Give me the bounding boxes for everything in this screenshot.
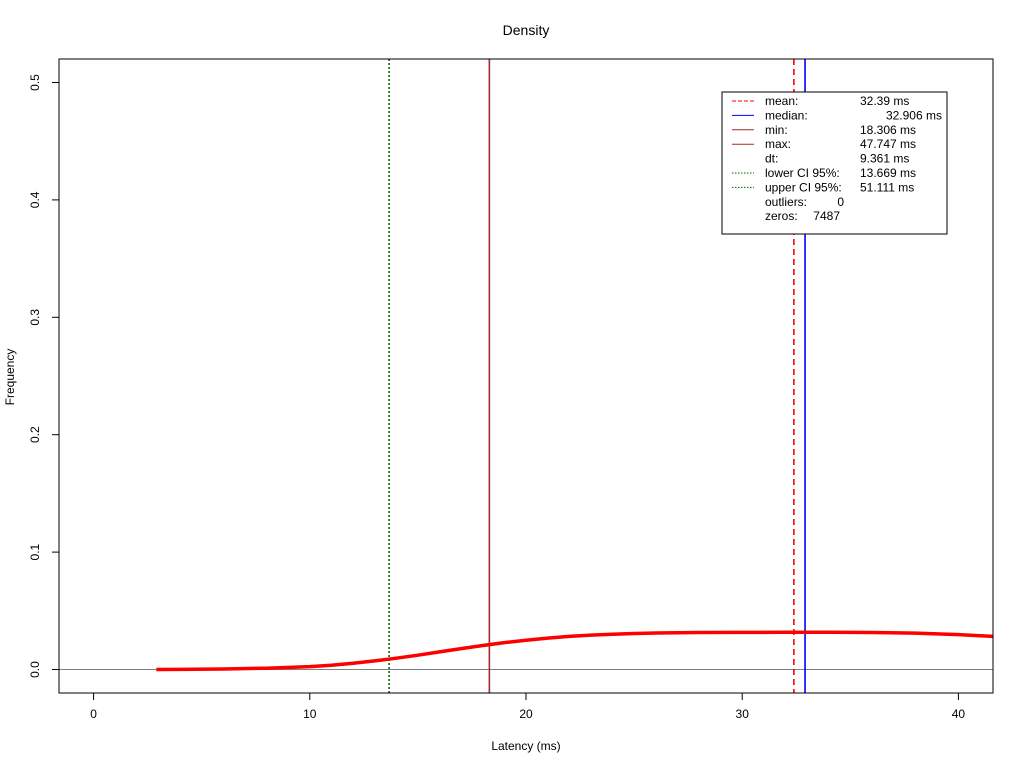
y-tick-label: 0.0: [28, 661, 42, 678]
density-curve: [156, 630, 994, 672]
legend-key: zeros:: [765, 209, 798, 223]
x-tick-label: 20: [519, 707, 533, 721]
y-tick-label: 0.2: [28, 426, 42, 443]
legend-key: upper CI 95%:: [765, 180, 842, 194]
legend-value: 32.906 ms: [886, 108, 942, 122]
legend-value: 51.111 ms: [860, 180, 914, 194]
legend-key: dt:: [765, 152, 778, 166]
chart-title: Density: [503, 22, 550, 38]
y-axis-label: Frequency: [3, 349, 17, 406]
y-tick-label: 0.1: [28, 543, 42, 560]
legend-key: lower CI 95%:: [765, 166, 840, 180]
y-tick-label: 0.5: [28, 74, 42, 91]
legend-value: 9.361 ms: [860, 152, 909, 166]
x-axis-label: Latency (ms): [491, 739, 560, 753]
x-tick-label: 30: [736, 707, 750, 721]
legend-key: outliers:: [765, 195, 807, 209]
legend-box: [721, 91, 948, 235]
legend-key: mean:: [765, 94, 798, 108]
legend-value: 47.747 ms: [860, 137, 916, 151]
legend-value: 13.669 ms: [860, 166, 916, 180]
axes: 0 10 20 30 40 0.0 0.1 0.2 0.3 0.4 0.5: [28, 74, 965, 721]
legend: mean: 32.39 ms median: 32.906 ms min: 18.306 …: [721, 91, 948, 235]
plot-frame: [58, 58, 994, 694]
y-tick-label: 0.4: [28, 191, 42, 208]
y-tick-label: 0.3: [28, 309, 42, 326]
legend-value: 18.306 ms: [860, 123, 916, 137]
legend-key: max:: [765, 137, 791, 151]
legend-key: min:: [765, 123, 788, 137]
legend-value: 32.39 ms: [860, 94, 909, 108]
legend-value: 7487: [813, 209, 840, 223]
legend-key: median:: [765, 108, 808, 122]
x-tick-label: 10: [303, 707, 317, 721]
legend-value: 0: [837, 195, 844, 209]
x-tick-label: 40: [952, 707, 966, 721]
x-tick-label: 0: [90, 707, 97, 721]
